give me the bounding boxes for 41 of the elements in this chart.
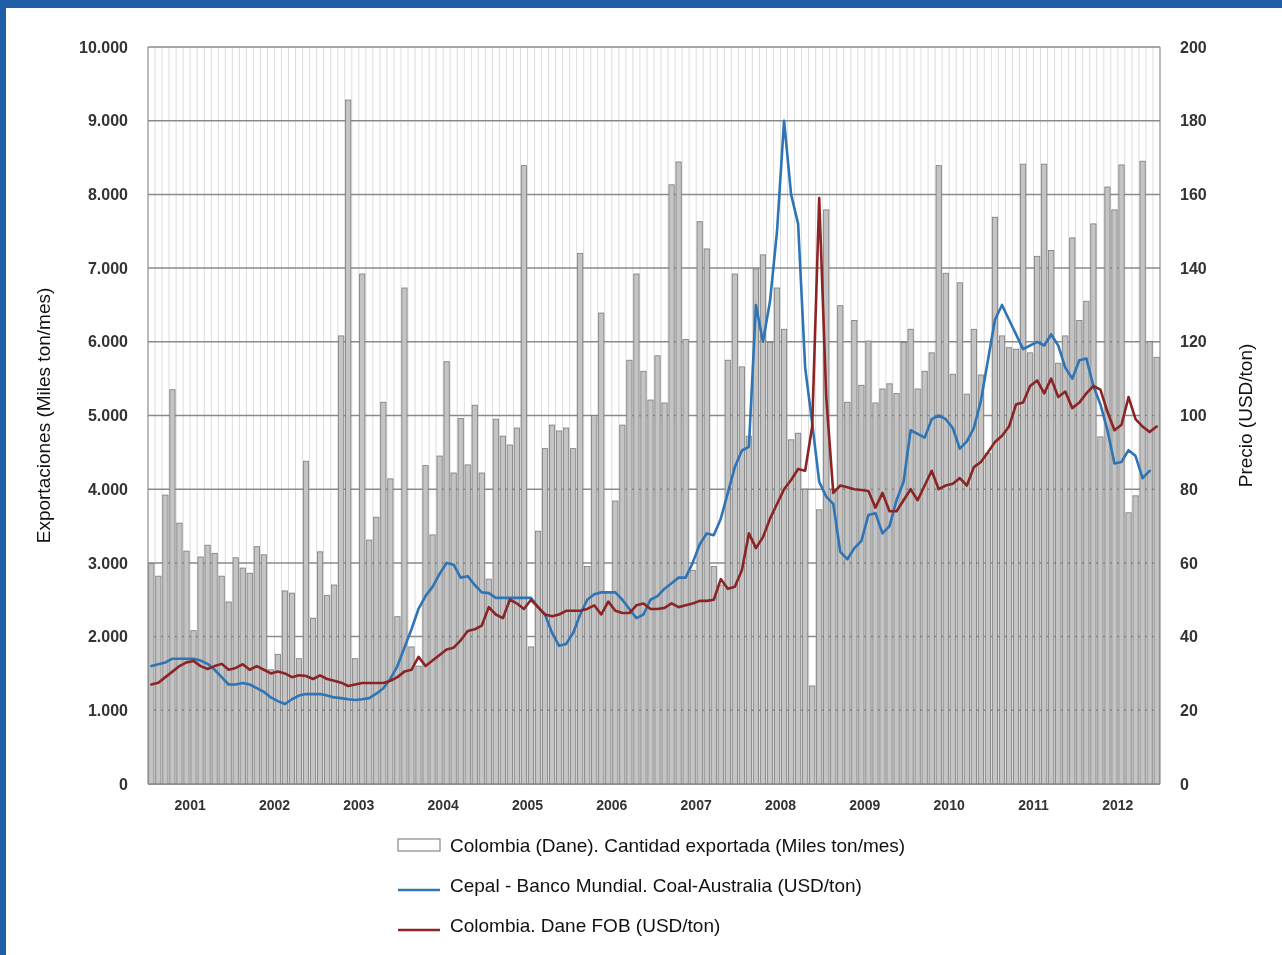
y2-tick-label: 140	[1180, 259, 1207, 277]
x-tick-label: 2003	[343, 797, 375, 813]
y2-tick-label: 80	[1180, 480, 1198, 498]
y2-tick-label: 160	[1180, 186, 1207, 203]
x-tick-label: 2008	[764, 797, 797, 813]
line-series	[150, 196, 1158, 688]
x-tick-label: 2010	[933, 797, 965, 813]
legend-label: Colombia. Dane FOB (USD/ton)	[450, 914, 721, 936]
line-series	[150, 119, 1151, 706]
y-tick-label: 3.000	[87, 554, 129, 572]
y-tick-label: 5.000	[87, 407, 129, 425]
y2-tick-label: 100	[1180, 407, 1207, 425]
y-tick-label: 9.000	[87, 112, 129, 130]
y-tick-label: 1.000	[87, 701, 129, 719]
x-tick-label: 2006	[596, 797, 628, 813]
y2-tick-label: 0	[1180, 775, 1189, 793]
legend-label: Cepal - Banco Mundial. Coal-Australia (USD/ton)	[450, 874, 862, 896]
y2-tick-label: 20	[1180, 701, 1198, 719]
y2-tick-label: 200	[1180, 38, 1207, 56]
legend-label: Colombia (Dane). Cantidad exportada (Miles ton/mes)	[450, 834, 906, 856]
y-tick-label: 8.000	[87, 186, 129, 203]
y2-axis-title: Precio (USD/ton)	[1235, 343, 1256, 488]
y2-tick-label: 120	[1180, 333, 1207, 351]
y-tick-label: 4.000	[87, 480, 129, 498]
y2-tick-label: 40	[1180, 628, 1198, 646]
y-tick-label: 7.000	[87, 259, 129, 277]
y-tick-label: 6.000	[87, 333, 129, 351]
x-tick-label: 2012	[1102, 797, 1134, 813]
y-tick-label: 2.000	[87, 628, 129, 646]
y2-tick-label: 180	[1180, 112, 1207, 130]
x-tick-label: 2009	[849, 797, 881, 813]
x-tick-label: 2005	[511, 797, 544, 813]
x-tick-label: 2004	[427, 797, 459, 813]
y-tick-label: 10.000	[79, 38, 129, 56]
x-tick-label: 2001	[174, 797, 206, 813]
y-axis-title: Exportaciones (Miles ton/mes)	[33, 287, 54, 544]
x-tick-label: 2011	[1018, 797, 1049, 813]
y2-tick-label: 60	[1180, 554, 1198, 572]
x-tick-label: 2007	[680, 797, 712, 813]
y-tick-label: 0	[119, 775, 129, 793]
x-tick-label: 2002	[258, 797, 291, 813]
